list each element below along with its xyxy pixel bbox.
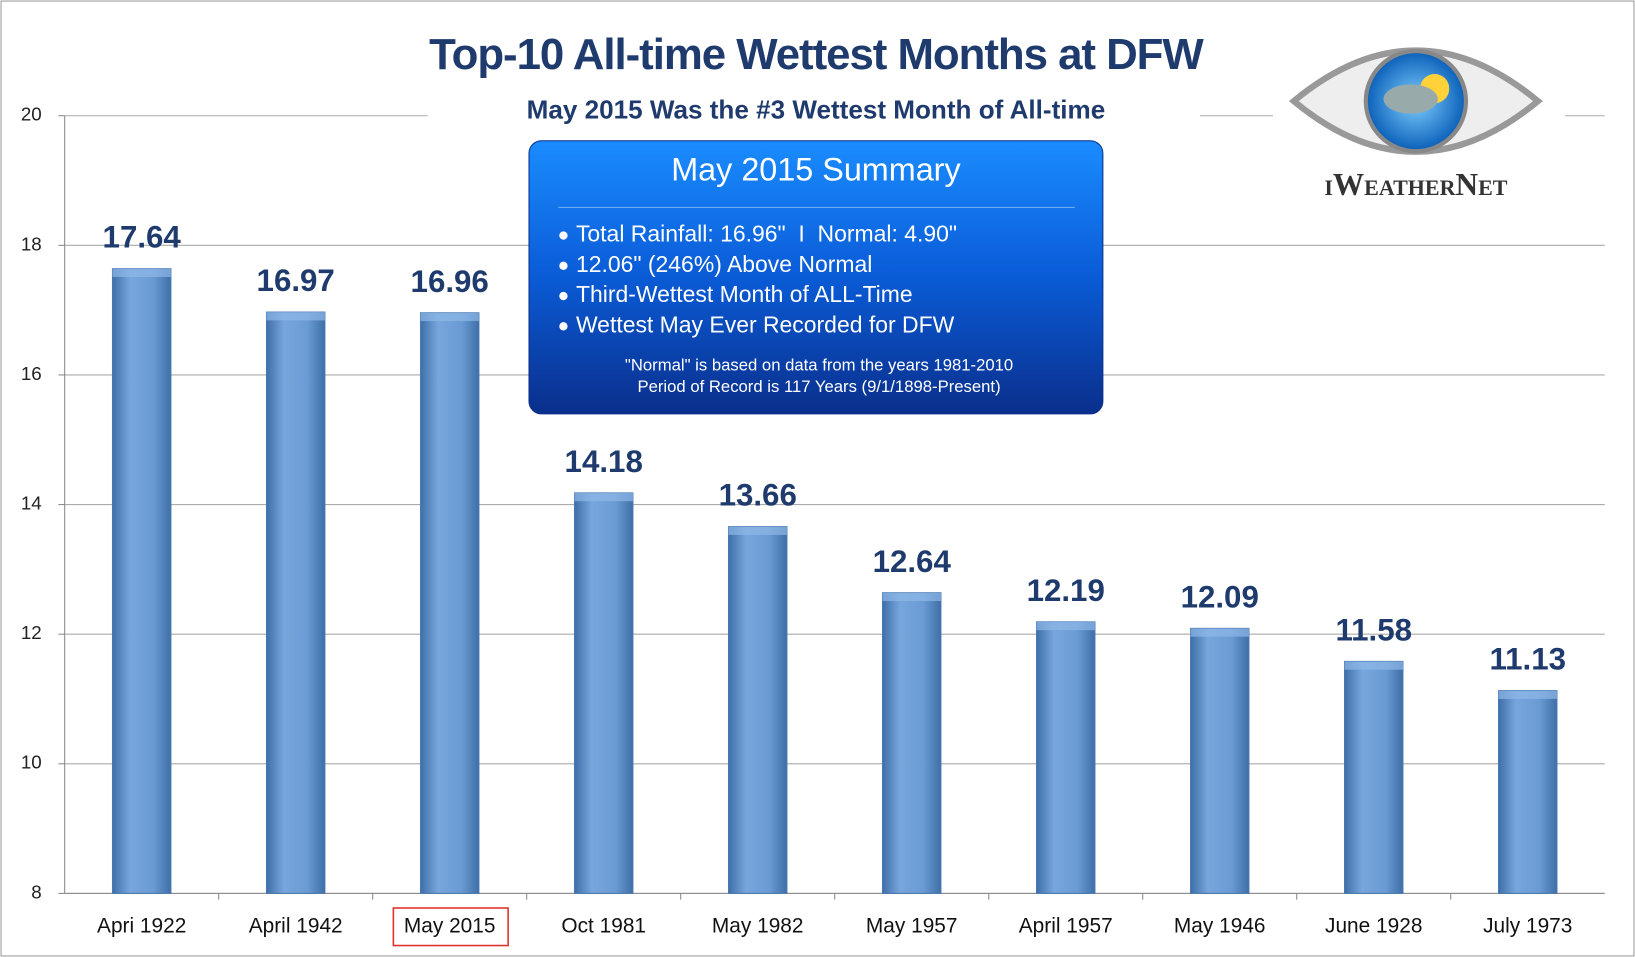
y-tick-label: 16	[21, 363, 42, 384]
bar-cap	[728, 526, 787, 535]
value-label: 12.19	[1027, 573, 1105, 608]
bar-cap	[266, 312, 325, 321]
bar-cap	[1036, 621, 1095, 631]
bar-cap	[1190, 628, 1249, 637]
value-label: 13.66	[719, 478, 797, 513]
value-label: 12.09	[1181, 579, 1259, 614]
bar	[1189, 627, 1250, 894]
value-label: 12.64	[873, 544, 952, 579]
x-tick-label: May 1982	[712, 914, 804, 937]
logo: iWeatherNet	[1272, 31, 1566, 214]
summary-bullet: 12.06" (246%) Above Normal	[576, 251, 872, 277]
value-label: 16.97	[257, 263, 335, 298]
summary-box: May 2015 Summary Total Rainfall: 16.96" …	[528, 140, 1104, 415]
value-label: 11.58	[1335, 612, 1412, 647]
summary-bullet: Wettest May Ever Recorded for DFW	[576, 311, 955, 337]
bar-cap	[882, 592, 941, 602]
y-tick-label: 12	[21, 622, 42, 643]
bar-cap	[112, 268, 171, 278]
bullet-dot	[559, 231, 568, 240]
chart-title: Top-10 All-time Wettest Months at DFW	[429, 30, 1204, 79]
summary-bullet: Total Rainfall: 16.96" I Normal: 4.90"	[576, 221, 957, 247]
bar	[1498, 690, 1558, 894]
value-label: 11.13	[1489, 642, 1566, 677]
x-tick-label: May 2015	[404, 914, 496, 937]
bullet-dot	[559, 291, 568, 301]
y-tick-label: 14	[21, 493, 42, 514]
title-backdrop	[427, 20, 1200, 136]
bar	[881, 592, 942, 894]
bar	[265, 311, 326, 894]
summary-bullet: Third-Wettest Month of ALL-Time	[576, 281, 913, 307]
bar	[1035, 621, 1096, 894]
value-label: 16.96	[411, 264, 489, 299]
bar-cap	[574, 492, 633, 502]
bar	[1343, 660, 1404, 894]
x-tick-label: Oct 1981	[561, 914, 646, 937]
bar-cap	[420, 312, 479, 322]
bullet-dot	[559, 261, 568, 271]
bar	[573, 492, 634, 894]
summary-title: May 2015 Summary	[671, 152, 961, 188]
highlight-box	[392, 907, 509, 947]
summary-panel	[528, 140, 1104, 415]
x-tick-label: April 1942	[249, 914, 343, 937]
y-tick-label: 18	[21, 233, 42, 254]
value-label: 17.64	[103, 220, 182, 255]
chart-subtitle: May 2015 Was the #3 Wettest Month of All…	[527, 94, 1106, 124]
bar	[727, 526, 788, 894]
y-tick-label: 8	[31, 881, 41, 902]
bullet-dot	[559, 322, 568, 331]
bar-cap	[1498, 690, 1557, 699]
logo-cloud	[1383, 84, 1438, 114]
summary-note: "Normal" is based on data from the years…	[625, 355, 1013, 374]
x-tick-label: May 1946	[1174, 914, 1266, 937]
value-label: 14.18	[565, 444, 643, 479]
y-tick-label: 20	[21, 104, 42, 125]
x-tick-label: July 1973	[1483, 914, 1572, 937]
summary-note: Period of Record is 117 Years (9/1/1898-…	[637, 377, 1000, 396]
x-tick-label: Apri 1922	[97, 914, 186, 937]
y-tick-label: 10	[21, 752, 42, 773]
x-tick-label: June 1928	[1325, 914, 1422, 937]
bar	[111, 268, 172, 894]
bar	[419, 312, 480, 894]
x-tick-label: April 1957	[1019, 914, 1113, 937]
x-tick-label: May 1957	[866, 914, 958, 937]
logo-text: iWeatherNet	[1324, 167, 1507, 202]
bar-cap	[1344, 661, 1403, 670]
